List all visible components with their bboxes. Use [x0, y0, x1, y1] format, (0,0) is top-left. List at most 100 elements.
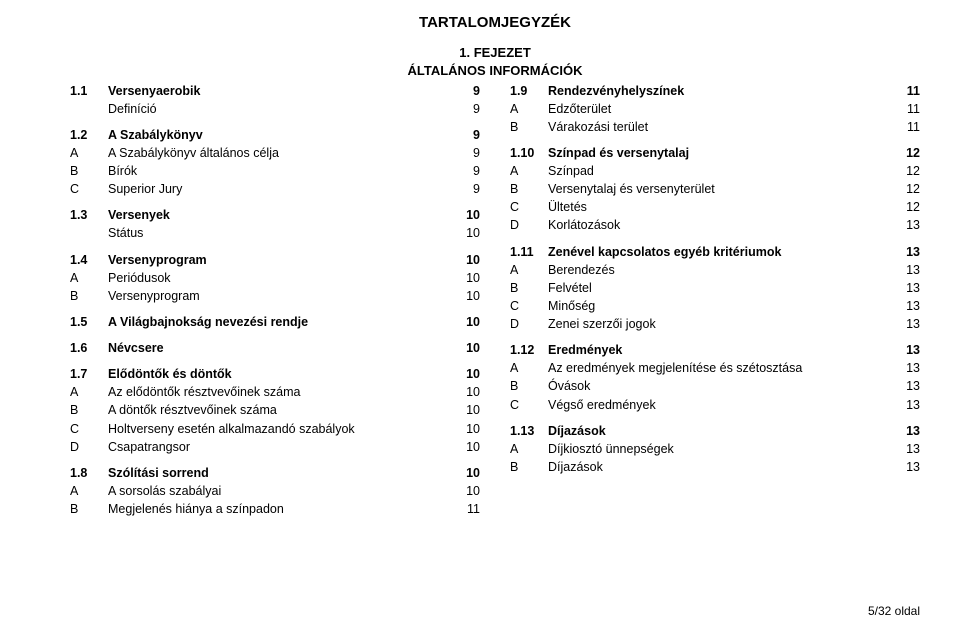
- toc-code: C: [510, 198, 548, 216]
- toc-page: 10: [452, 401, 480, 419]
- toc-right-column: 1.9 Rendezvényhelyszínek 11 A Edzőterüle…: [510, 82, 920, 519]
- toc-page: 13: [892, 216, 920, 234]
- toc-label: Eredmények: [548, 341, 892, 359]
- toc-page: 12: [892, 180, 920, 198]
- toc-code: B: [510, 458, 548, 476]
- toc-code: A: [510, 100, 548, 118]
- toc-section: 1.12 Eredmények 13: [510, 341, 920, 359]
- toc-label: Versenyaerobik: [108, 82, 452, 100]
- toc-label: Névcsere: [108, 339, 452, 357]
- toc-code: 1.9: [510, 82, 548, 100]
- toc-label: Az eredmények megjelenítése és szétosztá…: [548, 359, 892, 377]
- toc-section: 1.3 Versenyek 10: [70, 206, 480, 224]
- toc-item: C Minőség 13: [510, 297, 920, 315]
- toc-label: Csapatrangsor: [108, 438, 452, 456]
- document-title: TARTALOMJEGYZÉK: [70, 14, 920, 31]
- toc-code: 1.7: [70, 365, 108, 383]
- toc-code: B: [70, 500, 108, 518]
- toc-label: Az elődöntők résztvevőinek száma: [108, 383, 452, 401]
- toc-label: Korlátozások: [548, 216, 892, 234]
- toc-item: A Színpad 12: [510, 162, 920, 180]
- toc-code: C: [510, 396, 548, 414]
- toc-columns: 1.1 Versenyaerobik 9 Definíció 9 1.2 A S…: [70, 82, 920, 519]
- toc-code: C: [510, 297, 548, 315]
- toc-label: Bírók: [108, 162, 452, 180]
- toc-item: A Díjkiosztó ünnepségek 13: [510, 440, 920, 458]
- toc-code: B: [510, 180, 548, 198]
- toc-page: 9: [452, 144, 480, 162]
- toc-item: B Felvétel 13: [510, 279, 920, 297]
- toc-item: B Óvások 13: [510, 377, 920, 395]
- toc-item: A Az eredmények megjelenítése és szétosz…: [510, 359, 920, 377]
- toc-code: C: [70, 420, 108, 438]
- toc-item: A A Szabálykönyv általános célja 9: [70, 144, 480, 162]
- toc-item: Definíció 9: [70, 100, 480, 118]
- toc-code: 1.3: [70, 206, 108, 224]
- chapter-line-2: ÁLTALÁNOS INFORMÁCIÓK: [70, 63, 920, 79]
- toc-page: 12: [892, 162, 920, 180]
- toc-page: 10: [452, 383, 480, 401]
- toc-page: 10: [452, 339, 480, 357]
- toc-code: A: [510, 440, 548, 458]
- toc-page: 13: [892, 279, 920, 297]
- toc-page: 10: [452, 251, 480, 269]
- toc-page: 13: [892, 359, 920, 377]
- toc-item: A A sorsolás szabályai 10: [70, 482, 480, 500]
- toc-page: 13: [892, 315, 920, 333]
- toc-page: 10: [452, 482, 480, 500]
- toc-section: 1.6 Névcsere 10: [70, 339, 480, 357]
- toc-label: A döntők résztvevőinek száma: [108, 401, 452, 419]
- toc-code: A: [510, 162, 548, 180]
- toc-page: 10: [452, 420, 480, 438]
- toc-label: A Szabálykönyv: [108, 126, 452, 144]
- toc-code: 1.11: [510, 243, 548, 261]
- page-footer: 5/32 oldal: [868, 604, 920, 618]
- toc-page: 10: [452, 269, 480, 287]
- toc-page: 9: [452, 162, 480, 180]
- toc-page: 13: [892, 440, 920, 458]
- toc-item: A Az elődöntők résztvevőinek száma 10: [70, 383, 480, 401]
- toc-label: Megjelenés hiánya a színpadon: [108, 500, 452, 518]
- toc-label: Versenyek: [108, 206, 452, 224]
- toc-label: Végső eredmények: [548, 396, 892, 414]
- toc-code: 1.2: [70, 126, 108, 144]
- toc-code: B: [510, 118, 548, 136]
- toc-code: 1.5: [70, 313, 108, 331]
- toc-page: 13: [892, 422, 920, 440]
- toc-page: 13: [892, 377, 920, 395]
- toc-left-column: 1.1 Versenyaerobik 9 Definíció 9 1.2 A S…: [70, 82, 480, 519]
- toc-code: C: [70, 180, 108, 198]
- toc-item: B Várakozási terület 11: [510, 118, 920, 136]
- toc-code: 1.6: [70, 339, 108, 357]
- toc-section: 1.8 Szólítási sorrend 10: [70, 464, 480, 482]
- toc-label: A Világbajnokság nevezési rendje: [108, 313, 452, 331]
- toc-item: C Superior Jury 9: [70, 180, 480, 198]
- toc-section: 1.5 A Világbajnokság nevezési rendje 10: [70, 313, 480, 331]
- toc-item: A Periódusok 10: [70, 269, 480, 287]
- toc-code: A: [70, 482, 108, 500]
- toc-item: A Edzőterület 11: [510, 100, 920, 118]
- toc-label: Berendezés: [548, 261, 892, 279]
- toc-page: 13: [892, 297, 920, 315]
- toc-label: Szólítási sorrend: [108, 464, 452, 482]
- toc-label: Definíció: [108, 100, 452, 118]
- toc-item: B A döntők résztvevőinek száma 10: [70, 401, 480, 419]
- toc-section: 1.1 Versenyaerobik 9: [70, 82, 480, 100]
- toc-item: D Korlátozások 13: [510, 216, 920, 234]
- toc-label: Státus: [108, 224, 452, 242]
- toc-page: 12: [892, 198, 920, 216]
- toc-page: 11: [892, 100, 920, 118]
- toc-item: D Csapatrangsor 10: [70, 438, 480, 456]
- toc-item: D Zenei szerzői jogok 13: [510, 315, 920, 333]
- toc-item: B Bírók 9: [70, 162, 480, 180]
- toc-page: 10: [452, 464, 480, 482]
- toc-code: 1.12: [510, 341, 548, 359]
- toc-code: 1.1: [70, 82, 108, 100]
- toc-section: 1.7 Elődöntők és döntők 10: [70, 365, 480, 383]
- toc-page: 13: [892, 396, 920, 414]
- toc-page: 13: [892, 341, 920, 359]
- toc-item: B Megjelenés hiánya a színpadon 11: [70, 500, 480, 518]
- toc-code: D: [510, 315, 548, 333]
- toc-code: 1.8: [70, 464, 108, 482]
- toc-page: 10: [452, 365, 480, 383]
